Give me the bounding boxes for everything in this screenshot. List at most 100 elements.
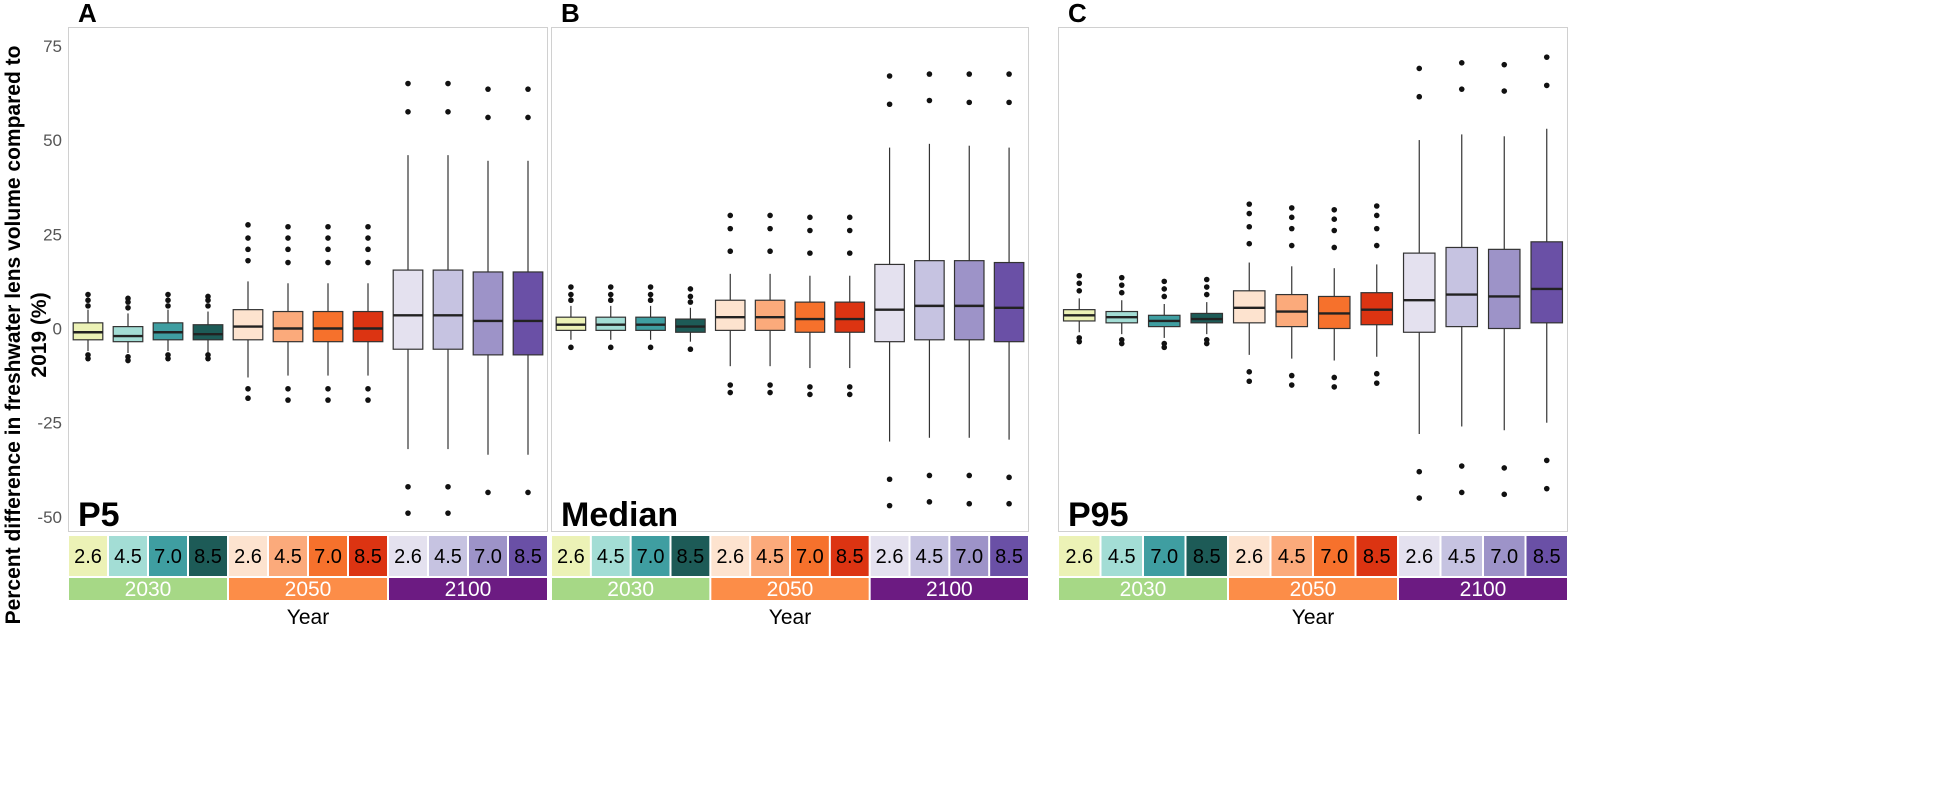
outlier-point xyxy=(1416,65,1423,72)
plot-frame xyxy=(68,27,548,532)
outlier-point xyxy=(1288,214,1295,221)
panel-stat-label: P5 xyxy=(78,496,120,534)
scenario-label: 4.5 xyxy=(114,546,142,568)
box-2100-8.5 xyxy=(993,71,1025,507)
year-label: 2100 xyxy=(445,578,492,601)
box-body xyxy=(1487,248,1521,330)
outlier-point xyxy=(767,389,773,396)
outlier-point xyxy=(647,284,654,290)
plot-frame xyxy=(1058,27,1568,532)
box-2100-2.6 xyxy=(392,80,424,516)
scenario-strip-2050-8.5 xyxy=(349,536,387,576)
scenario-label: 2.6 xyxy=(1065,546,1093,568)
outlier-point xyxy=(647,291,654,298)
outlier-point xyxy=(1416,495,1423,501)
scenario-strip-2030-2.6 xyxy=(1059,536,1100,576)
scenario-strip-2100-8.5 xyxy=(509,536,547,576)
year-strip-2030 xyxy=(1059,578,1227,600)
box-2050-8.5 xyxy=(834,214,866,398)
outlier-point xyxy=(285,385,291,392)
outlier-point xyxy=(245,222,251,228)
outlier-point xyxy=(1331,374,1338,381)
outlier-point xyxy=(485,86,491,92)
outlier-point xyxy=(245,257,251,264)
outlier-point xyxy=(568,284,574,290)
outlier-point xyxy=(1203,340,1210,347)
box-2100-7.0 xyxy=(953,71,985,507)
outlier-point xyxy=(568,297,574,304)
outlier-point xyxy=(125,295,131,302)
box-2100-8.5 xyxy=(1530,54,1564,492)
outlier-point xyxy=(1118,274,1125,281)
panel-letter: C xyxy=(1068,0,1087,28)
year-strip-2100 xyxy=(1399,578,1567,600)
scenario-label: 7.0 xyxy=(796,546,824,568)
panel-stat-label: Median xyxy=(561,496,678,534)
outlier-point xyxy=(607,344,614,351)
outlier-point xyxy=(1246,378,1253,385)
outlier-point xyxy=(1076,280,1083,287)
outlier-point xyxy=(405,80,411,87)
outlier-point xyxy=(1331,244,1338,251)
outlier-point xyxy=(285,246,291,253)
outlier-point xyxy=(1543,485,1550,492)
scenario-strip-2050-2.6 xyxy=(711,536,750,576)
scenario-label: 8.5 xyxy=(995,546,1023,568)
box-2100-2.6 xyxy=(874,73,905,509)
scenario-strip-2100-4.5 xyxy=(910,536,949,576)
scenario-strip-2030-4.5 xyxy=(109,536,147,576)
scenario-label: 4.5 xyxy=(434,546,462,568)
year-label: 2100 xyxy=(926,578,973,601)
panel-b: B Median 2.6 4.5 7.0 8.5 2030 2.6 4.5 7.0 8.5 2050 2… xyxy=(551,0,1029,629)
panel-a: A P5 2.6 4.5 7.0 8.5 2030 2.6 4.5 7.0 8.5 2050 2.6 4.… xyxy=(68,0,548,629)
box-2100-7.0 xyxy=(1487,61,1521,498)
scenario-label: 8.5 xyxy=(514,546,542,568)
panel-stat-label: P95 xyxy=(1068,496,1129,534)
outlier-point xyxy=(926,97,933,104)
box-2050-7.0 xyxy=(794,214,826,398)
scenario-label: 2.6 xyxy=(1405,546,1433,568)
outlier-point xyxy=(727,248,734,255)
box-body xyxy=(1530,241,1564,324)
outlier-point xyxy=(926,71,933,77)
outlier-point xyxy=(285,235,291,241)
scenario-label: 2.6 xyxy=(394,546,422,568)
outlier-point xyxy=(1161,293,1168,300)
scenario-strip-2100-7.0 xyxy=(950,536,989,576)
plot-frame xyxy=(551,27,1029,532)
outlier-point xyxy=(727,382,734,388)
outlier-point xyxy=(1458,60,1465,66)
outlier-point xyxy=(1246,210,1253,217)
outlier-point xyxy=(1458,489,1465,496)
outlier-point xyxy=(846,250,853,256)
scenario-strip-2030-4.5 xyxy=(1101,536,1142,576)
box-body xyxy=(953,260,985,341)
scenario-strip-2100-8.5 xyxy=(1526,536,1567,576)
outlier-point xyxy=(1203,284,1210,290)
box-2030-7.0 xyxy=(152,291,184,362)
outlier-point xyxy=(1331,216,1338,223)
outlier-point xyxy=(1331,384,1338,390)
box-2030-8.5 xyxy=(192,293,224,362)
outlier-point xyxy=(926,499,933,505)
outlier-point xyxy=(807,391,813,398)
scenario-label: 7.0 xyxy=(955,546,983,568)
scenario-strip-2030-7.0 xyxy=(149,536,187,576)
outlier-point xyxy=(285,397,291,403)
scenario-label: 7.0 xyxy=(1490,546,1518,568)
outlier-point xyxy=(1006,500,1012,507)
outlier-point xyxy=(846,391,853,398)
box-2050-2.6 xyxy=(714,212,746,396)
scenario-label: 8.5 xyxy=(194,546,222,568)
outlier-point xyxy=(807,384,813,390)
scenario-strip-2100-4.5 xyxy=(429,536,467,576)
year-label: 2050 xyxy=(1290,578,1337,601)
outlier-point xyxy=(365,385,371,392)
scenario-strip-2050-8.5 xyxy=(1356,536,1397,576)
scenario-strip-2050-7.0 xyxy=(1314,536,1355,576)
x-axis-title: Year xyxy=(769,606,811,629)
outlier-point xyxy=(687,286,694,292)
outlier-point xyxy=(1373,212,1380,219)
box-2030-7.0 xyxy=(635,284,666,351)
